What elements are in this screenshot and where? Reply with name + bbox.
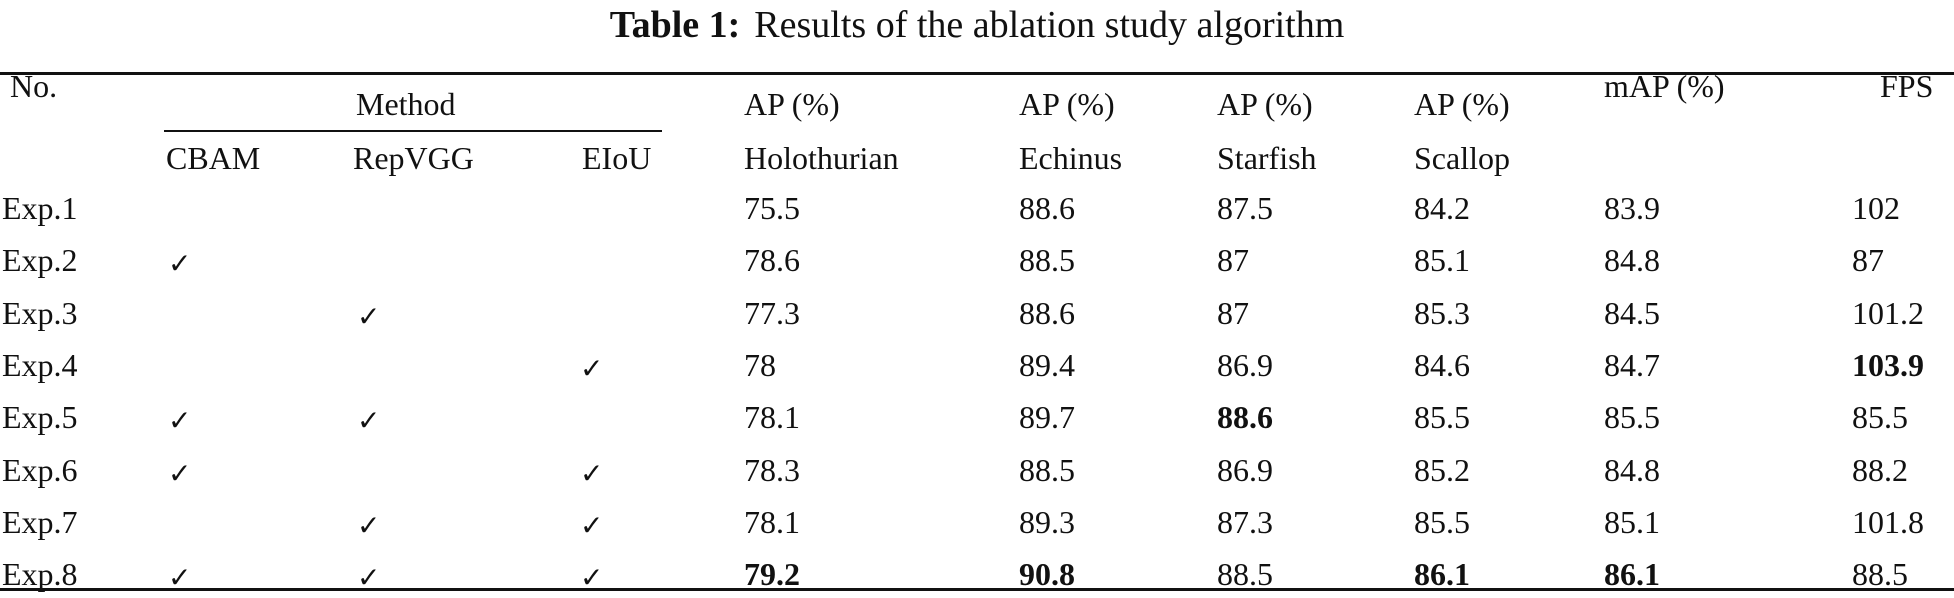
cell-map: 84.8 bbox=[1604, 452, 1660, 488]
header-ap-starfish: AP (%) bbox=[1217, 86, 1313, 122]
method-group-rule bbox=[164, 130, 662, 132]
cell-no: Exp.2 bbox=[2, 242, 78, 278]
cell-scallop: 85.5 bbox=[1414, 399, 1470, 435]
cell-echinus: 89.3 bbox=[1019, 504, 1075, 540]
cell-no: Exp.1 bbox=[2, 190, 78, 226]
table-caption-text: Results of the ablation study algorithm bbox=[754, 4, 1345, 46]
cell-no: Exp.8 bbox=[2, 556, 78, 592]
header-ap-holothurian: AP (%) bbox=[744, 86, 840, 122]
cell-map: 84.8 bbox=[1604, 242, 1660, 278]
cell-holothurian: 78.1 bbox=[744, 399, 800, 435]
table-top-rule bbox=[0, 72, 1954, 75]
cell-scallop: 85.5 bbox=[1414, 504, 1470, 540]
header-holothurian: Holothurian bbox=[744, 140, 899, 176]
header-scallop: Scallop bbox=[1414, 140, 1510, 176]
header-fps: FPS bbox=[1880, 68, 1934, 104]
cell-echinus: 88.5 bbox=[1019, 242, 1075, 278]
cell-no: Exp.7 bbox=[2, 504, 78, 540]
cell-map: 84.7 bbox=[1604, 347, 1660, 383]
cell-scallop: 85.3 bbox=[1414, 295, 1470, 331]
cell-echinus: 88.6 bbox=[1019, 295, 1075, 331]
header-ap-echinus: AP (%) bbox=[1019, 86, 1115, 122]
cell-scallop: 86.1 bbox=[1414, 556, 1470, 592]
table-bottom-rule bbox=[0, 588, 1954, 591]
cell-fps: 88.2 bbox=[1852, 452, 1908, 488]
cell-fps: 101.2 bbox=[1852, 295, 1924, 331]
cell-holothurian: 75.5 bbox=[744, 190, 800, 226]
cell-starfish: 87 bbox=[1217, 242, 1249, 278]
cell-map: 83.9 bbox=[1604, 190, 1660, 226]
cell-echinus: 90.8 bbox=[1019, 556, 1075, 592]
repvgg-check-icon: ✓ bbox=[357, 300, 381, 333]
cell-scallop: 85.1 bbox=[1414, 242, 1470, 278]
cell-starfish: 86.9 bbox=[1217, 452, 1273, 488]
cell-map: 86.1 bbox=[1604, 556, 1660, 592]
eiou-check-icon: ✓ bbox=[580, 457, 604, 490]
cell-starfish: 87 bbox=[1217, 295, 1249, 331]
header-ap-scallop: AP (%) bbox=[1414, 86, 1510, 122]
cell-starfish: 86.9 bbox=[1217, 347, 1273, 383]
header-method: Method bbox=[356, 86, 456, 122]
cbam-check-icon: ✓ bbox=[168, 457, 192, 490]
cell-fps: 85.5 bbox=[1852, 399, 1908, 435]
cell-echinus: 88.6 bbox=[1019, 190, 1075, 226]
cbam-check-icon: ✓ bbox=[168, 561, 192, 594]
table-caption: Table 1: Results of the ablation study al… bbox=[0, 0, 1954, 50]
header-no: No. bbox=[10, 68, 58, 104]
header-echinus: Echinus bbox=[1019, 140, 1123, 176]
eiou-check-icon: ✓ bbox=[580, 509, 604, 542]
cell-echinus: 89.7 bbox=[1019, 399, 1075, 435]
header-eiou: EIoU bbox=[582, 140, 652, 176]
repvgg-check-icon: ✓ bbox=[357, 404, 381, 437]
repvgg-check-icon: ✓ bbox=[357, 509, 381, 542]
cell-holothurian: 78.6 bbox=[744, 242, 800, 278]
cell-starfish: 88.5 bbox=[1217, 556, 1273, 592]
cell-fps: 103.9 bbox=[1852, 347, 1924, 383]
cell-fps: 101.8 bbox=[1852, 504, 1924, 540]
cell-fps: 102 bbox=[1852, 190, 1900, 226]
header-repvgg: RepVGG bbox=[353, 140, 474, 176]
cell-starfish: 88.6 bbox=[1217, 399, 1273, 435]
table-caption-label: Table 1: bbox=[609, 4, 741, 46]
cell-holothurian: 78.1 bbox=[744, 504, 800, 540]
cell-starfish: 87.5 bbox=[1217, 190, 1273, 226]
eiou-check-icon: ✓ bbox=[580, 352, 604, 385]
cell-scallop: 85.2 bbox=[1414, 452, 1470, 488]
cell-map: 85.5 bbox=[1604, 399, 1660, 435]
eiou-check-icon: ✓ bbox=[580, 561, 604, 594]
repvgg-check-icon: ✓ bbox=[357, 561, 381, 594]
header-map: mAP (%) bbox=[1604, 68, 1725, 104]
cell-no: Exp.5 bbox=[2, 399, 78, 435]
cell-fps: 88.5 bbox=[1852, 556, 1908, 592]
header-starfish: Starfish bbox=[1217, 140, 1317, 176]
cell-holothurian: 79.2 bbox=[744, 556, 800, 592]
cell-no: Exp.4 bbox=[2, 347, 78, 383]
cell-no: Exp.3 bbox=[2, 295, 78, 331]
cbam-check-icon: ✓ bbox=[168, 247, 192, 280]
cell-echinus: 88.5 bbox=[1019, 452, 1075, 488]
cell-holothurian: 78.3 bbox=[744, 452, 800, 488]
cell-no: Exp.6 bbox=[2, 452, 78, 488]
cell-fps: 87 bbox=[1852, 242, 1884, 278]
cell-map: 84.5 bbox=[1604, 295, 1660, 331]
cell-holothurian: 77.3 bbox=[744, 295, 800, 331]
cbam-check-icon: ✓ bbox=[168, 404, 192, 437]
cell-scallop: 84.2 bbox=[1414, 190, 1470, 226]
cell-echinus: 89.4 bbox=[1019, 347, 1075, 383]
cell-starfish: 87.3 bbox=[1217, 504, 1273, 540]
header-cbam: CBAM bbox=[166, 140, 261, 176]
cell-scallop: 84.6 bbox=[1414, 347, 1470, 383]
cell-map: 85.1 bbox=[1604, 504, 1660, 540]
cell-holothurian: 78 bbox=[744, 347, 776, 383]
